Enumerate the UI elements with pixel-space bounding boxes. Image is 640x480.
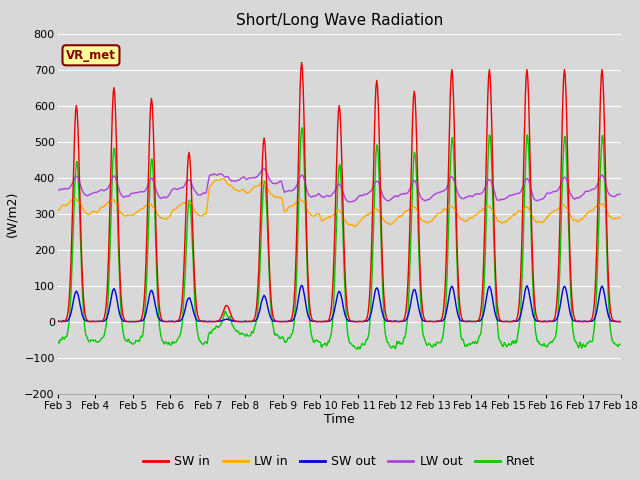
Text: VR_met: VR_met <box>66 49 116 62</box>
X-axis label: Time: Time <box>324 413 355 426</box>
Legend: SW in, LW in, SW out, LW out, Rnet: SW in, LW in, SW out, LW out, Rnet <box>138 450 540 473</box>
Title: Short/Long Wave Radiation: Short/Long Wave Radiation <box>236 13 443 28</box>
Y-axis label: (W/m2): (W/m2) <box>6 191 19 237</box>
